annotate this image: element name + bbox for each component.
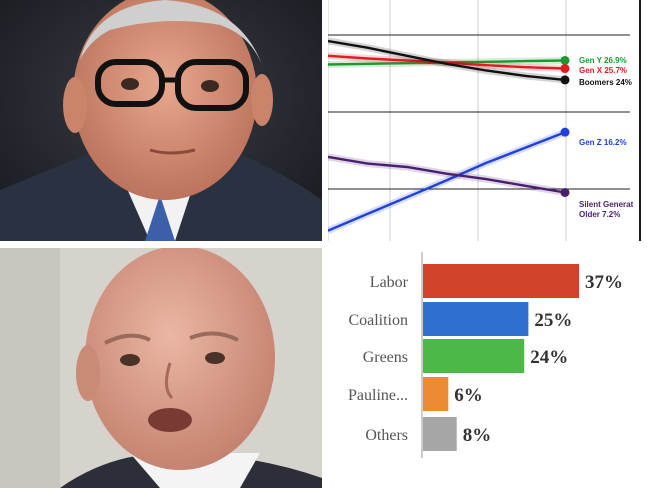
bar-value-label: 8% (463, 425, 492, 446)
bar-category-label: Greens (363, 349, 408, 366)
bar (423, 339, 525, 373)
line-chart-svg: Gen Y 26.9% Gen X 25.7% Boomers 24% Gen … (328, 0, 641, 241)
series-label-boomers: Boomers 24% (579, 78, 632, 87)
bar-category-label: Pauline... (348, 387, 408, 404)
line-series-2 (328, 39, 566, 82)
photo-top-left (0, 0, 322, 241)
line-end-point (560, 75, 570, 85)
line-end-point (560, 64, 570, 74)
man-with-glasses-photo (0, 0, 322, 241)
series-label-gen-z: Gen Z 16.2% (579, 138, 627, 147)
party-bar-chart: Labor 37% Coalition 25% Greens 24% Pauline... 6… (328, 248, 650, 488)
generation-line-chart: Gen Y 26.9% Gen X 25.7% Boomers 24% Gen … (328, 0, 650, 241)
bar-value-label: 37% (585, 272, 623, 293)
line-series-4 (328, 155, 566, 194)
bar-category-label: Coalition (348, 312, 408, 329)
bar (423, 302, 529, 336)
bar-value-label: 6% (454, 385, 483, 406)
series-label-silent: Silent Generat (579, 200, 634, 209)
bar (423, 377, 449, 411)
line-end-point (560, 55, 570, 65)
bar (423, 417, 457, 451)
photo-bottom-left (0, 248, 322, 488)
line-series-1 (328, 54, 566, 70)
bar-value-label: 24% (530, 347, 568, 368)
line-end-point (560, 187, 570, 197)
line-end-point (560, 127, 570, 137)
series-label-silent-older: Older 7.2% (579, 210, 620, 219)
bar-chart-svg: Labor 37% Coalition 25% Greens 24% Pauline... 6… (348, 252, 623, 458)
bar-value-label: 25% (534, 310, 572, 331)
bald-man-speaking-photo (0, 248, 322, 488)
bar-category-label: Others (365, 427, 408, 444)
series-label-gen-y: Gen Y 26.9% (579, 56, 627, 65)
bar (423, 264, 579, 298)
series-label-gen-x: Gen X 25.7% (579, 66, 627, 75)
line-series-3 (328, 131, 566, 232)
bar-category-label: Labor (370, 274, 409, 291)
